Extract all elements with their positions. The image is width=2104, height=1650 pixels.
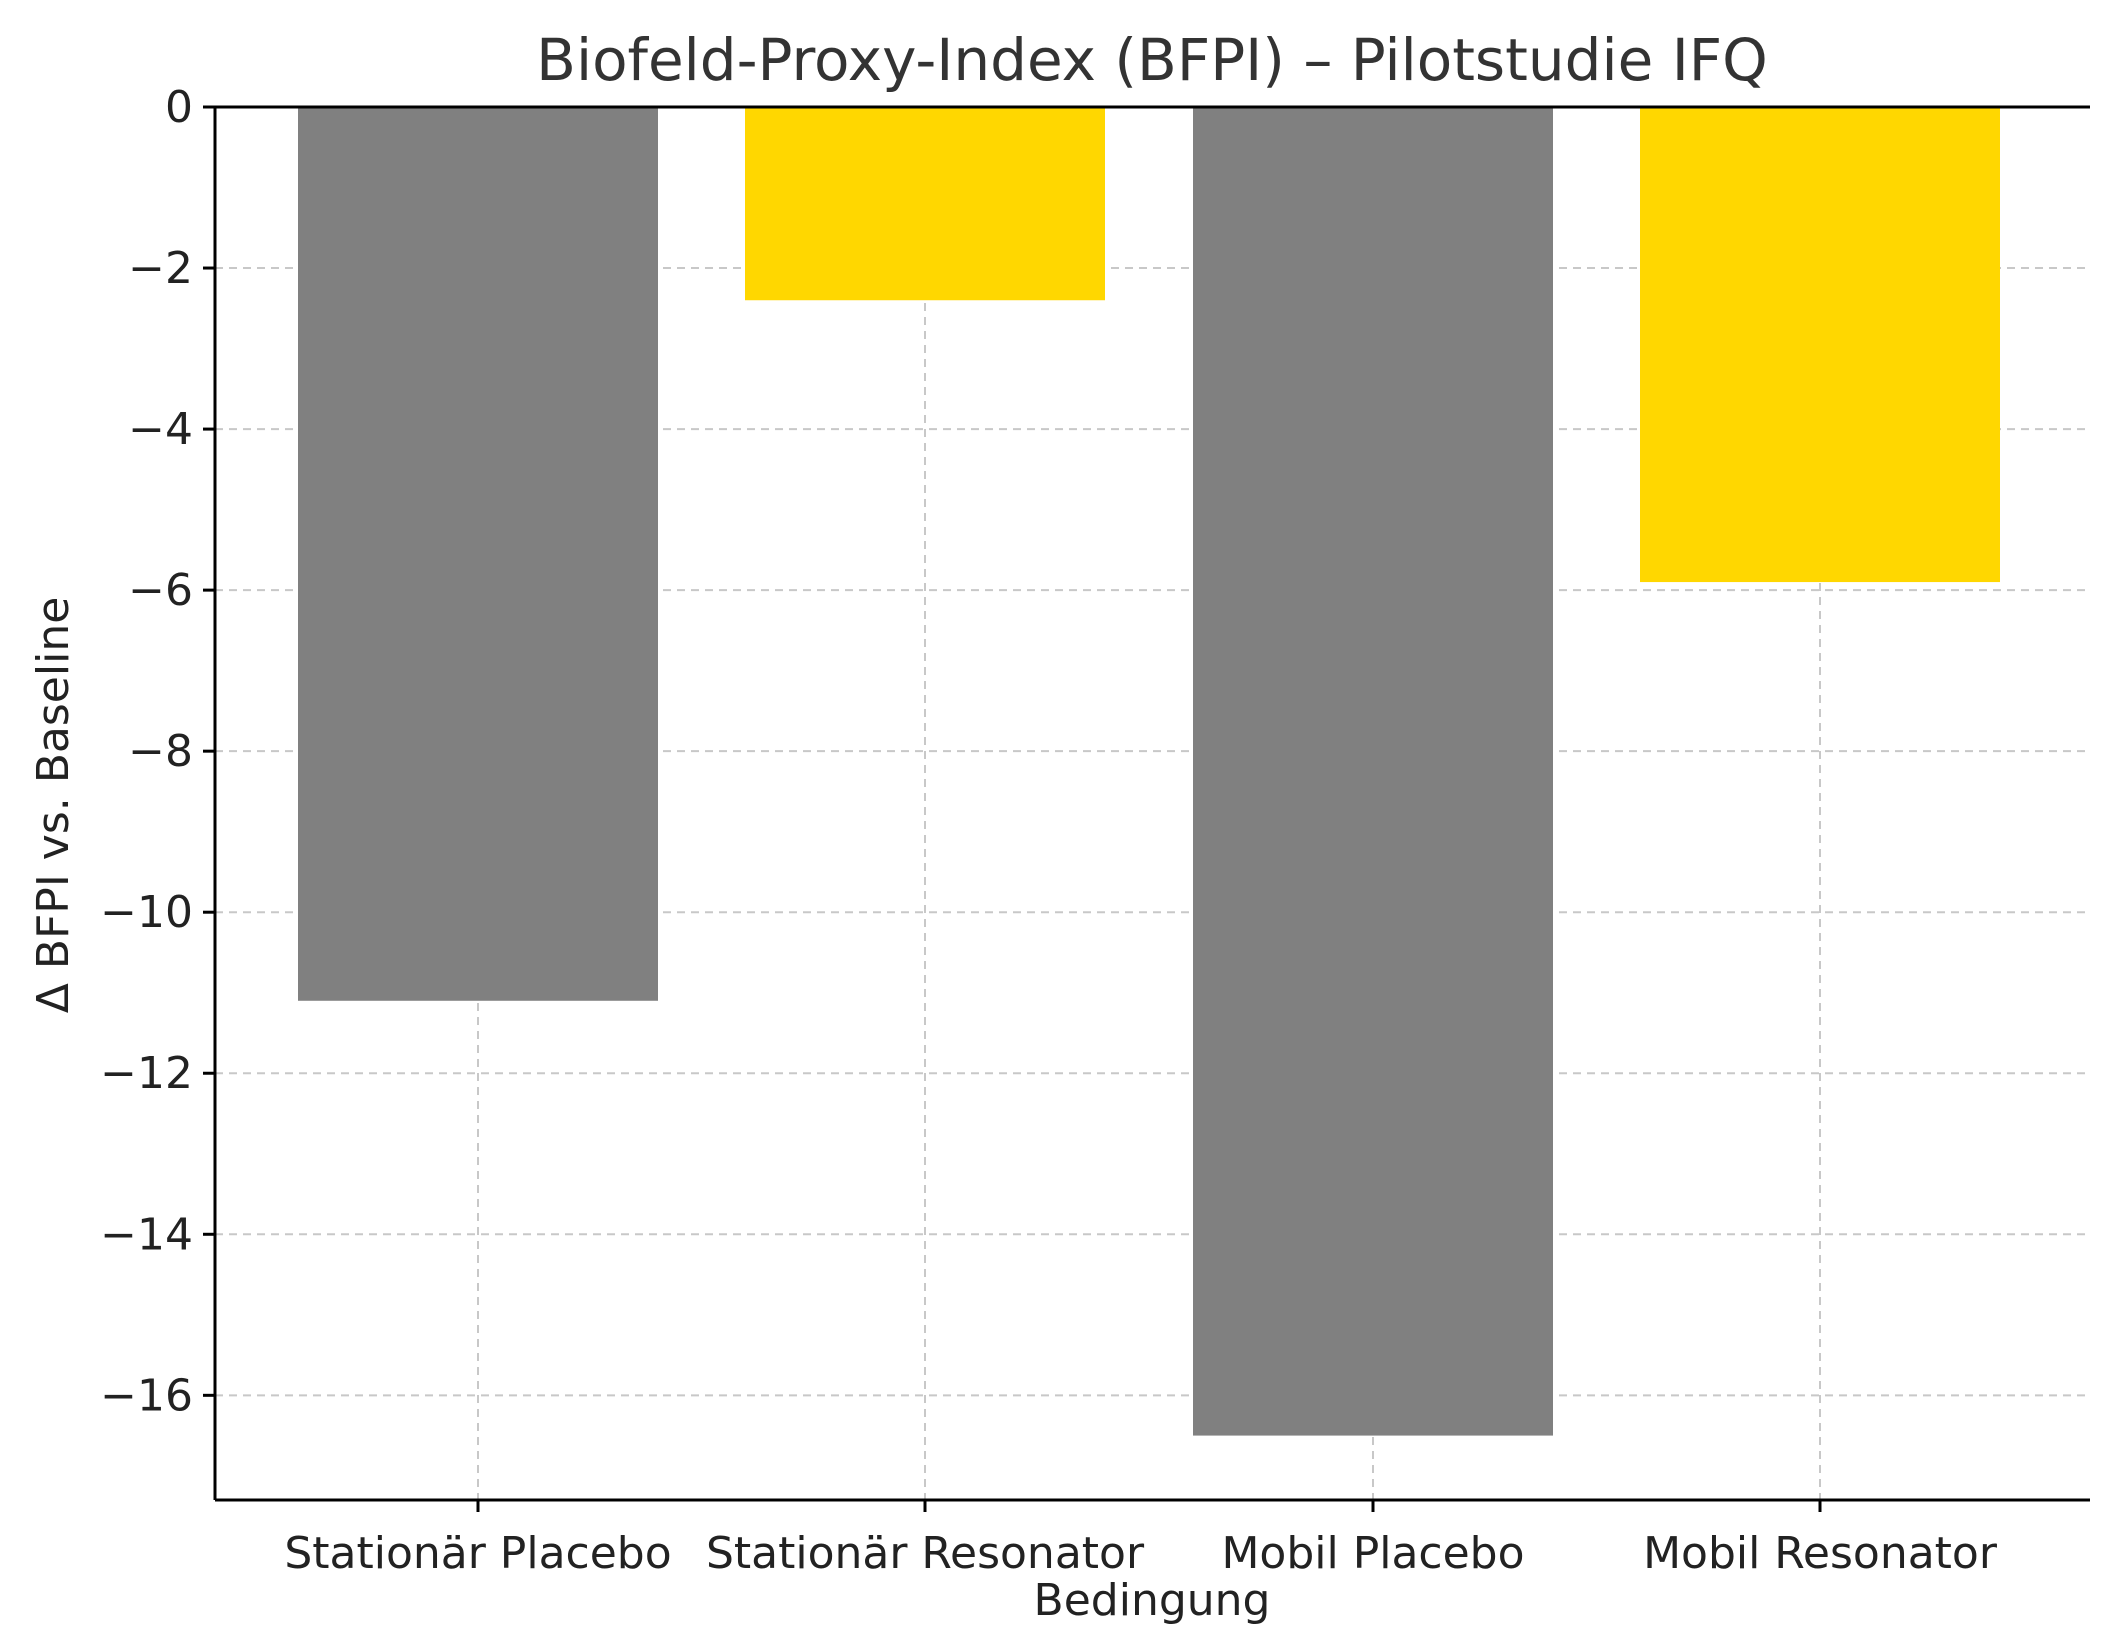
y-tick-label: 0 xyxy=(165,82,193,133)
y-tick-label: −16 xyxy=(100,1370,193,1421)
y-tick-label: −8 xyxy=(128,726,193,777)
ticks-layer: 0 −2 −4 −6 −8 −10 −12 −14 −16 Stationär Placebo St… xyxy=(100,82,1998,1579)
x-tick-label: Mobil Resonator xyxy=(1643,1528,1998,1579)
y-tick-label: −4 xyxy=(128,404,193,455)
bars-layer xyxy=(298,107,2000,1436)
bar xyxy=(745,107,1105,301)
y-tick-label: −14 xyxy=(100,1209,193,1260)
y-tick-label: −6 xyxy=(128,565,193,616)
bar xyxy=(1193,107,1553,1436)
chart-title: Biofeld-Proxy-Index (BFPI) – Pilotstudie… xyxy=(536,26,1768,94)
x-tick-label: Mobil Placebo xyxy=(1221,1528,1524,1579)
axes-layer xyxy=(213,105,2090,1502)
bar xyxy=(1640,107,2000,583)
bar xyxy=(298,107,658,1001)
y-axis-label: Δ BFPI vs. Baseline xyxy=(28,597,79,1014)
y-tick-label: −10 xyxy=(100,887,193,938)
y-tick-label: −2 xyxy=(128,243,193,294)
x-axis-label: Bedingung xyxy=(1034,1575,1271,1626)
y-tick-label: −12 xyxy=(100,1048,193,1099)
x-tick-label: Stationär Resonator xyxy=(706,1528,1145,1579)
x-tick-label: Stationär Placebo xyxy=(284,1528,671,1579)
